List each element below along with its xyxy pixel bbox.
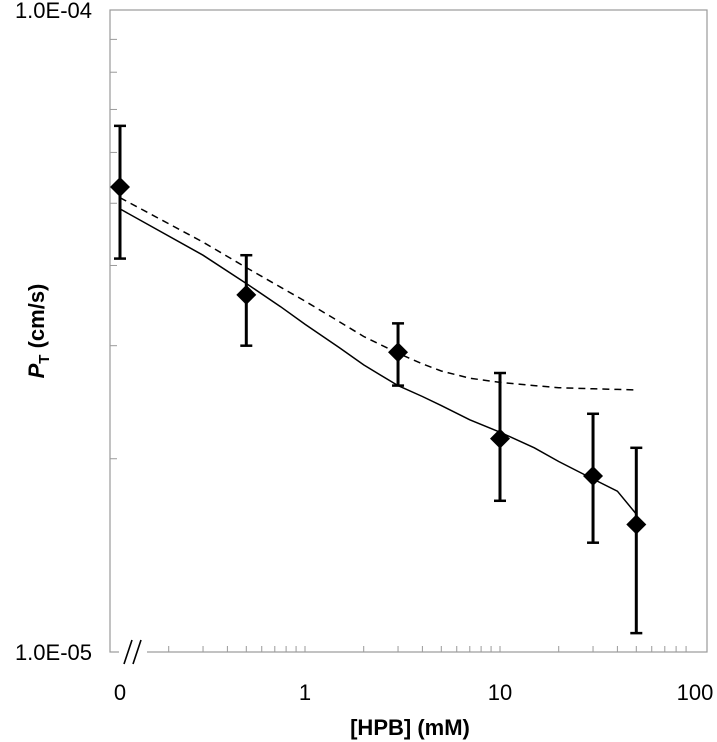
data-point-diamond	[110, 177, 130, 198]
dashed-fit-line	[119, 197, 637, 391]
data-point-diamond	[583, 465, 604, 486]
y-axis-title: PT (cm/s)	[24, 284, 53, 379]
x-axis-break	[119, 639, 147, 665]
plot-area	[109, 9, 708, 653]
y-tick-label: 1.0E-04	[15, 0, 92, 23]
minor-ticks	[110, 38, 687, 652]
data-point-diamond	[626, 514, 647, 535]
x-tick-label: 1	[299, 680, 311, 705]
y-axis-title-main: P	[24, 363, 49, 378]
x-tick-label: 0	[114, 680, 126, 705]
x-axis-title: [HPB] (mM)	[350, 715, 470, 740]
y-tick-label: 1.0E-05	[15, 640, 92, 665]
data-markers	[110, 177, 647, 535]
data-point-diamond	[236, 284, 257, 305]
x-tick-labels: 0 1 10 100	[114, 680, 713, 705]
y-axis-title-unit: (cm/s)	[24, 284, 49, 355]
y-tick-labels: 1.0E-04 1.0E-05	[15, 0, 92, 665]
fit-curves	[119, 197, 637, 515]
solid-fit-line	[119, 208, 637, 515]
data-point-diamond	[388, 342, 409, 363]
x-tick-label: 100	[677, 680, 714, 705]
data-point-diamond	[490, 428, 510, 449]
y-axis-title-subscript: T	[36, 355, 53, 364]
x-tick-label: 10	[488, 680, 512, 705]
